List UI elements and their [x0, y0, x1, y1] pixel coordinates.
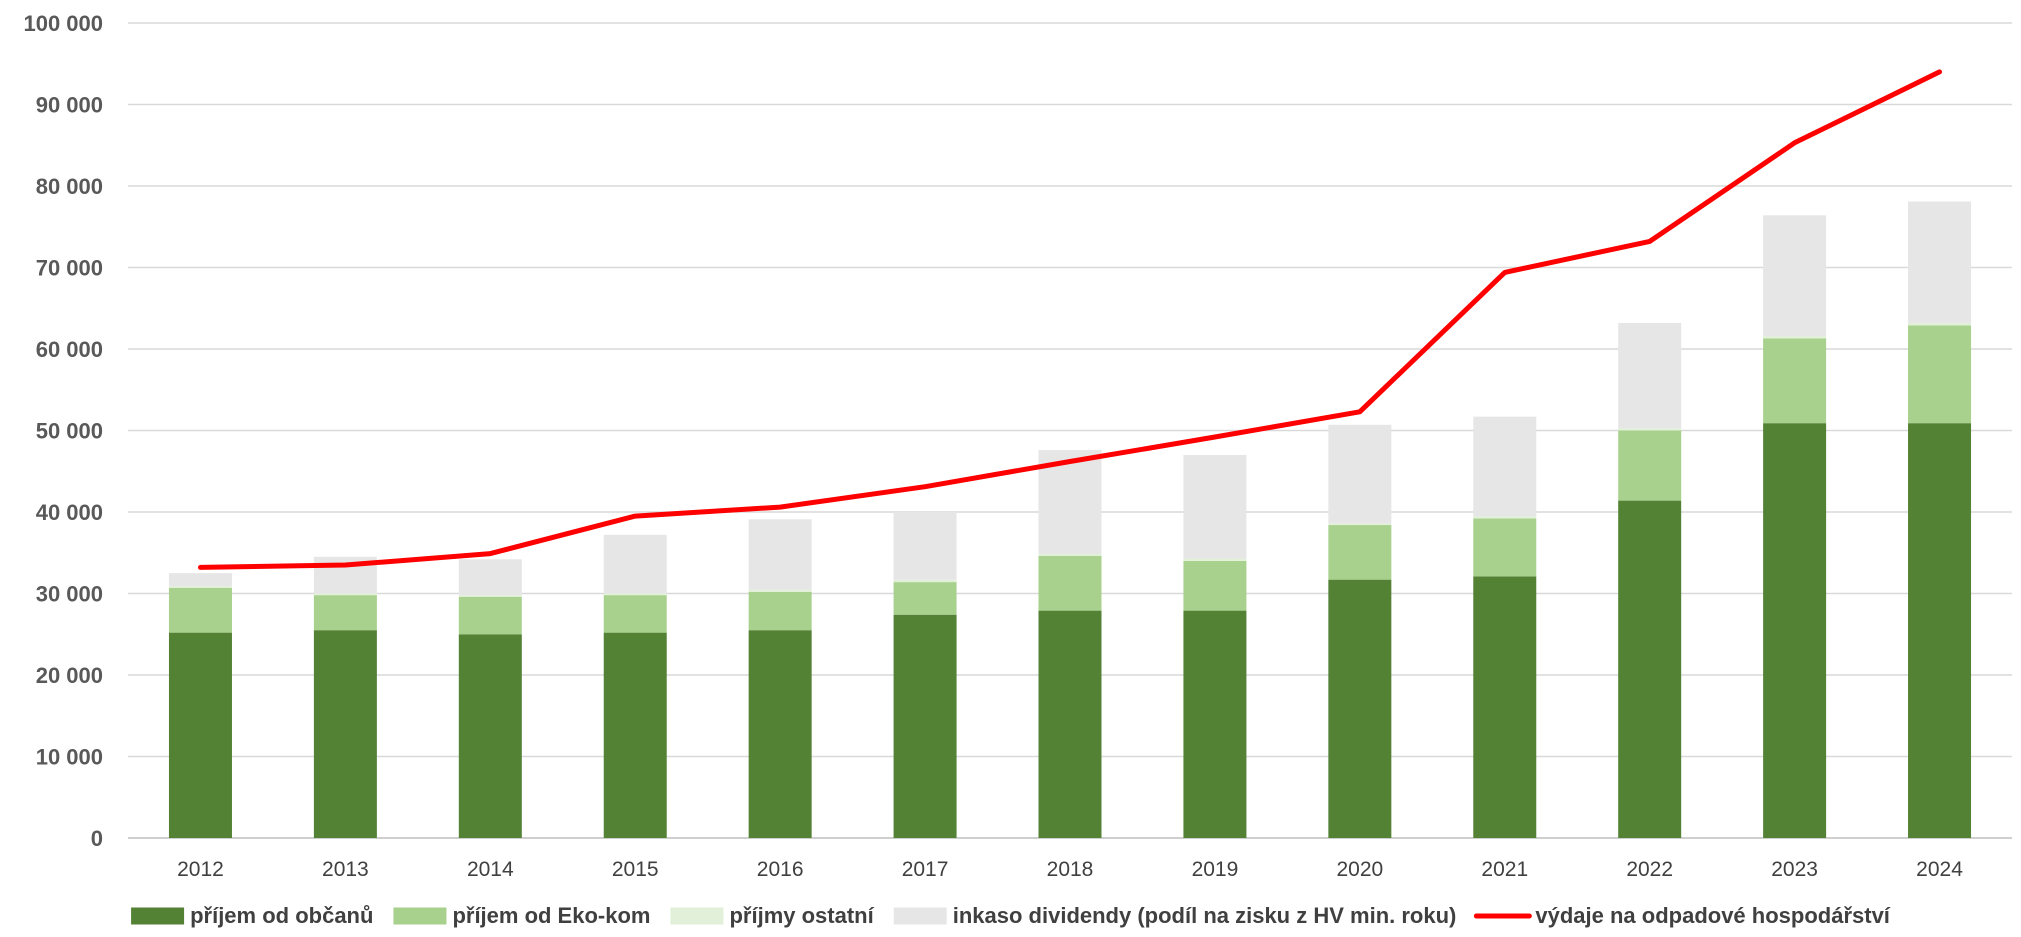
bar-segment-3: [1618, 428, 1682, 431]
bar-segment-1: [1908, 423, 1972, 838]
bar-segment-4: [1618, 322, 1682, 429]
bar-segment-3: [458, 595, 522, 597]
bar-segment-1: [1183, 610, 1247, 838]
legend-label: inkaso dividendy (podíl na zisku z HV mi…: [953, 903, 1457, 928]
bar-segment-3: [1183, 558, 1247, 561]
legend-label: výdaje na odpadové hospodářství: [1535, 903, 1890, 928]
bar-segment-2: [313, 595, 377, 631]
bar-segment-4: [1473, 416, 1537, 517]
bar-segment-2: [1473, 518, 1537, 577]
x-tick-label: 2013: [322, 858, 369, 881]
legend: příjem od občanů příjem od Eko-kom příjmy …: [131, 903, 1891, 928]
bar-segment-4: [603, 534, 667, 594]
bar-segment-1: [168, 632, 232, 838]
y-tick-label: 10 000: [36, 745, 103, 770]
x-tick-label: 2016: [757, 858, 804, 881]
y-tick-label: 60 000: [36, 337, 103, 362]
x-tick-label: 2021: [1481, 858, 1528, 881]
bar-segment-3: [603, 593, 667, 596]
y-tick-label: 50 000: [36, 419, 103, 444]
y-tick-label: 70 000: [36, 256, 103, 281]
y-tick-label: 30 000: [36, 582, 103, 607]
y-tick-label: 20 000: [36, 663, 103, 688]
bar-segment-1: [603, 632, 667, 838]
bar-segment-4: [1328, 424, 1392, 524]
bar-segment-1: [1763, 423, 1827, 838]
bar-segment-2: [1183, 560, 1247, 611]
bar-segment-2: [458, 596, 522, 635]
bar-segment-1: [893, 614, 957, 838]
bar-segment-4: [748, 519, 812, 590]
x-tick-label: 2022: [1626, 858, 1673, 881]
bar-segment-4: [893, 512, 957, 580]
y-tick-label: 80 000: [36, 174, 103, 199]
bar-segment-3: [893, 579, 957, 583]
y-tick-label: 90 000: [36, 93, 103, 118]
legend-swatch-2: [393, 907, 447, 925]
bar-segment-2: [748, 591, 812, 631]
bar-segment-1: [313, 630, 377, 838]
bar-segment-3: [1908, 322, 1972, 326]
bar-segment-4: [168, 573, 232, 587]
expense-line: [198, 69, 1942, 570]
bar-segment-4: [1908, 201, 1972, 323]
x-tick-label: 2024: [1916, 858, 1963, 881]
x-tick-label: 2015: [612, 858, 659, 881]
bar-segment-2: [893, 582, 957, 615]
legend-swatch-4: [893, 907, 947, 925]
bar-segment-3: [1473, 516, 1537, 519]
x-tick-label: 2020: [1336, 858, 1383, 881]
x-tick-label: 2023: [1771, 858, 1818, 881]
bar-segment-4: [1183, 454, 1247, 559]
bar-segment-2: [1328, 525, 1392, 580]
bar-segment-2: [1908, 325, 1972, 424]
legend-swatch-1: [131, 907, 185, 925]
bar-segment-3: [748, 589, 812, 592]
bars: [168, 201, 1972, 838]
legend-label: příjem od Eko-kom: [452, 903, 650, 928]
x-tick-label: 2019: [1192, 858, 1239, 881]
bar-segment-1: [748, 630, 812, 838]
x-tick-label: 2017: [902, 858, 949, 881]
y-tick-label: 0: [91, 826, 103, 851]
bar-segment-1: [1473, 576, 1537, 838]
bar-segment-2: [1038, 556, 1102, 611]
bar-segment-1: [458, 634, 522, 838]
expense-line-series: [198, 69, 1942, 570]
x-tick-label: 2012: [177, 858, 224, 881]
bar-segment-2: [603, 595, 667, 633]
legend-label: příjem od občanů: [190, 903, 373, 928]
y-axis-ticks: 0 10 000 20 000 30 000 40 000 50 000 60 000 70 …: [23, 11, 103, 851]
x-axis-ticks: 2012 2013 2014 2015 2016 2017 2018 2019 2020 2021…: [177, 858, 1963, 881]
y-tick-label: 100 000: [23, 11, 103, 36]
bar-segment-2: [1763, 338, 1827, 424]
bar-segment-3: [1763, 335, 1827, 339]
legend-swatch-3: [670, 907, 724, 925]
bar-segment-4: [458, 559, 522, 596]
legend-label: příjmy ostatní: [729, 903, 874, 928]
bar-segment-1: [1328, 579, 1392, 838]
y-tick-label: 40 000: [36, 500, 103, 525]
bar-segment-3: [1038, 553, 1102, 557]
bar-segment-1: [1618, 500, 1682, 838]
x-tick-label: 2018: [1047, 858, 1094, 881]
bar-segment-4: [1763, 215, 1827, 336]
bar-segment-3: [168, 586, 232, 588]
x-tick-label: 2014: [467, 858, 514, 881]
bar-segment-3: [1328, 523, 1392, 526]
bar-segment-2: [168, 587, 232, 633]
bar-segment-2: [1618, 430, 1682, 501]
bar-segment-1: [1038, 610, 1102, 838]
bar-segment-3: [313, 593, 377, 596]
